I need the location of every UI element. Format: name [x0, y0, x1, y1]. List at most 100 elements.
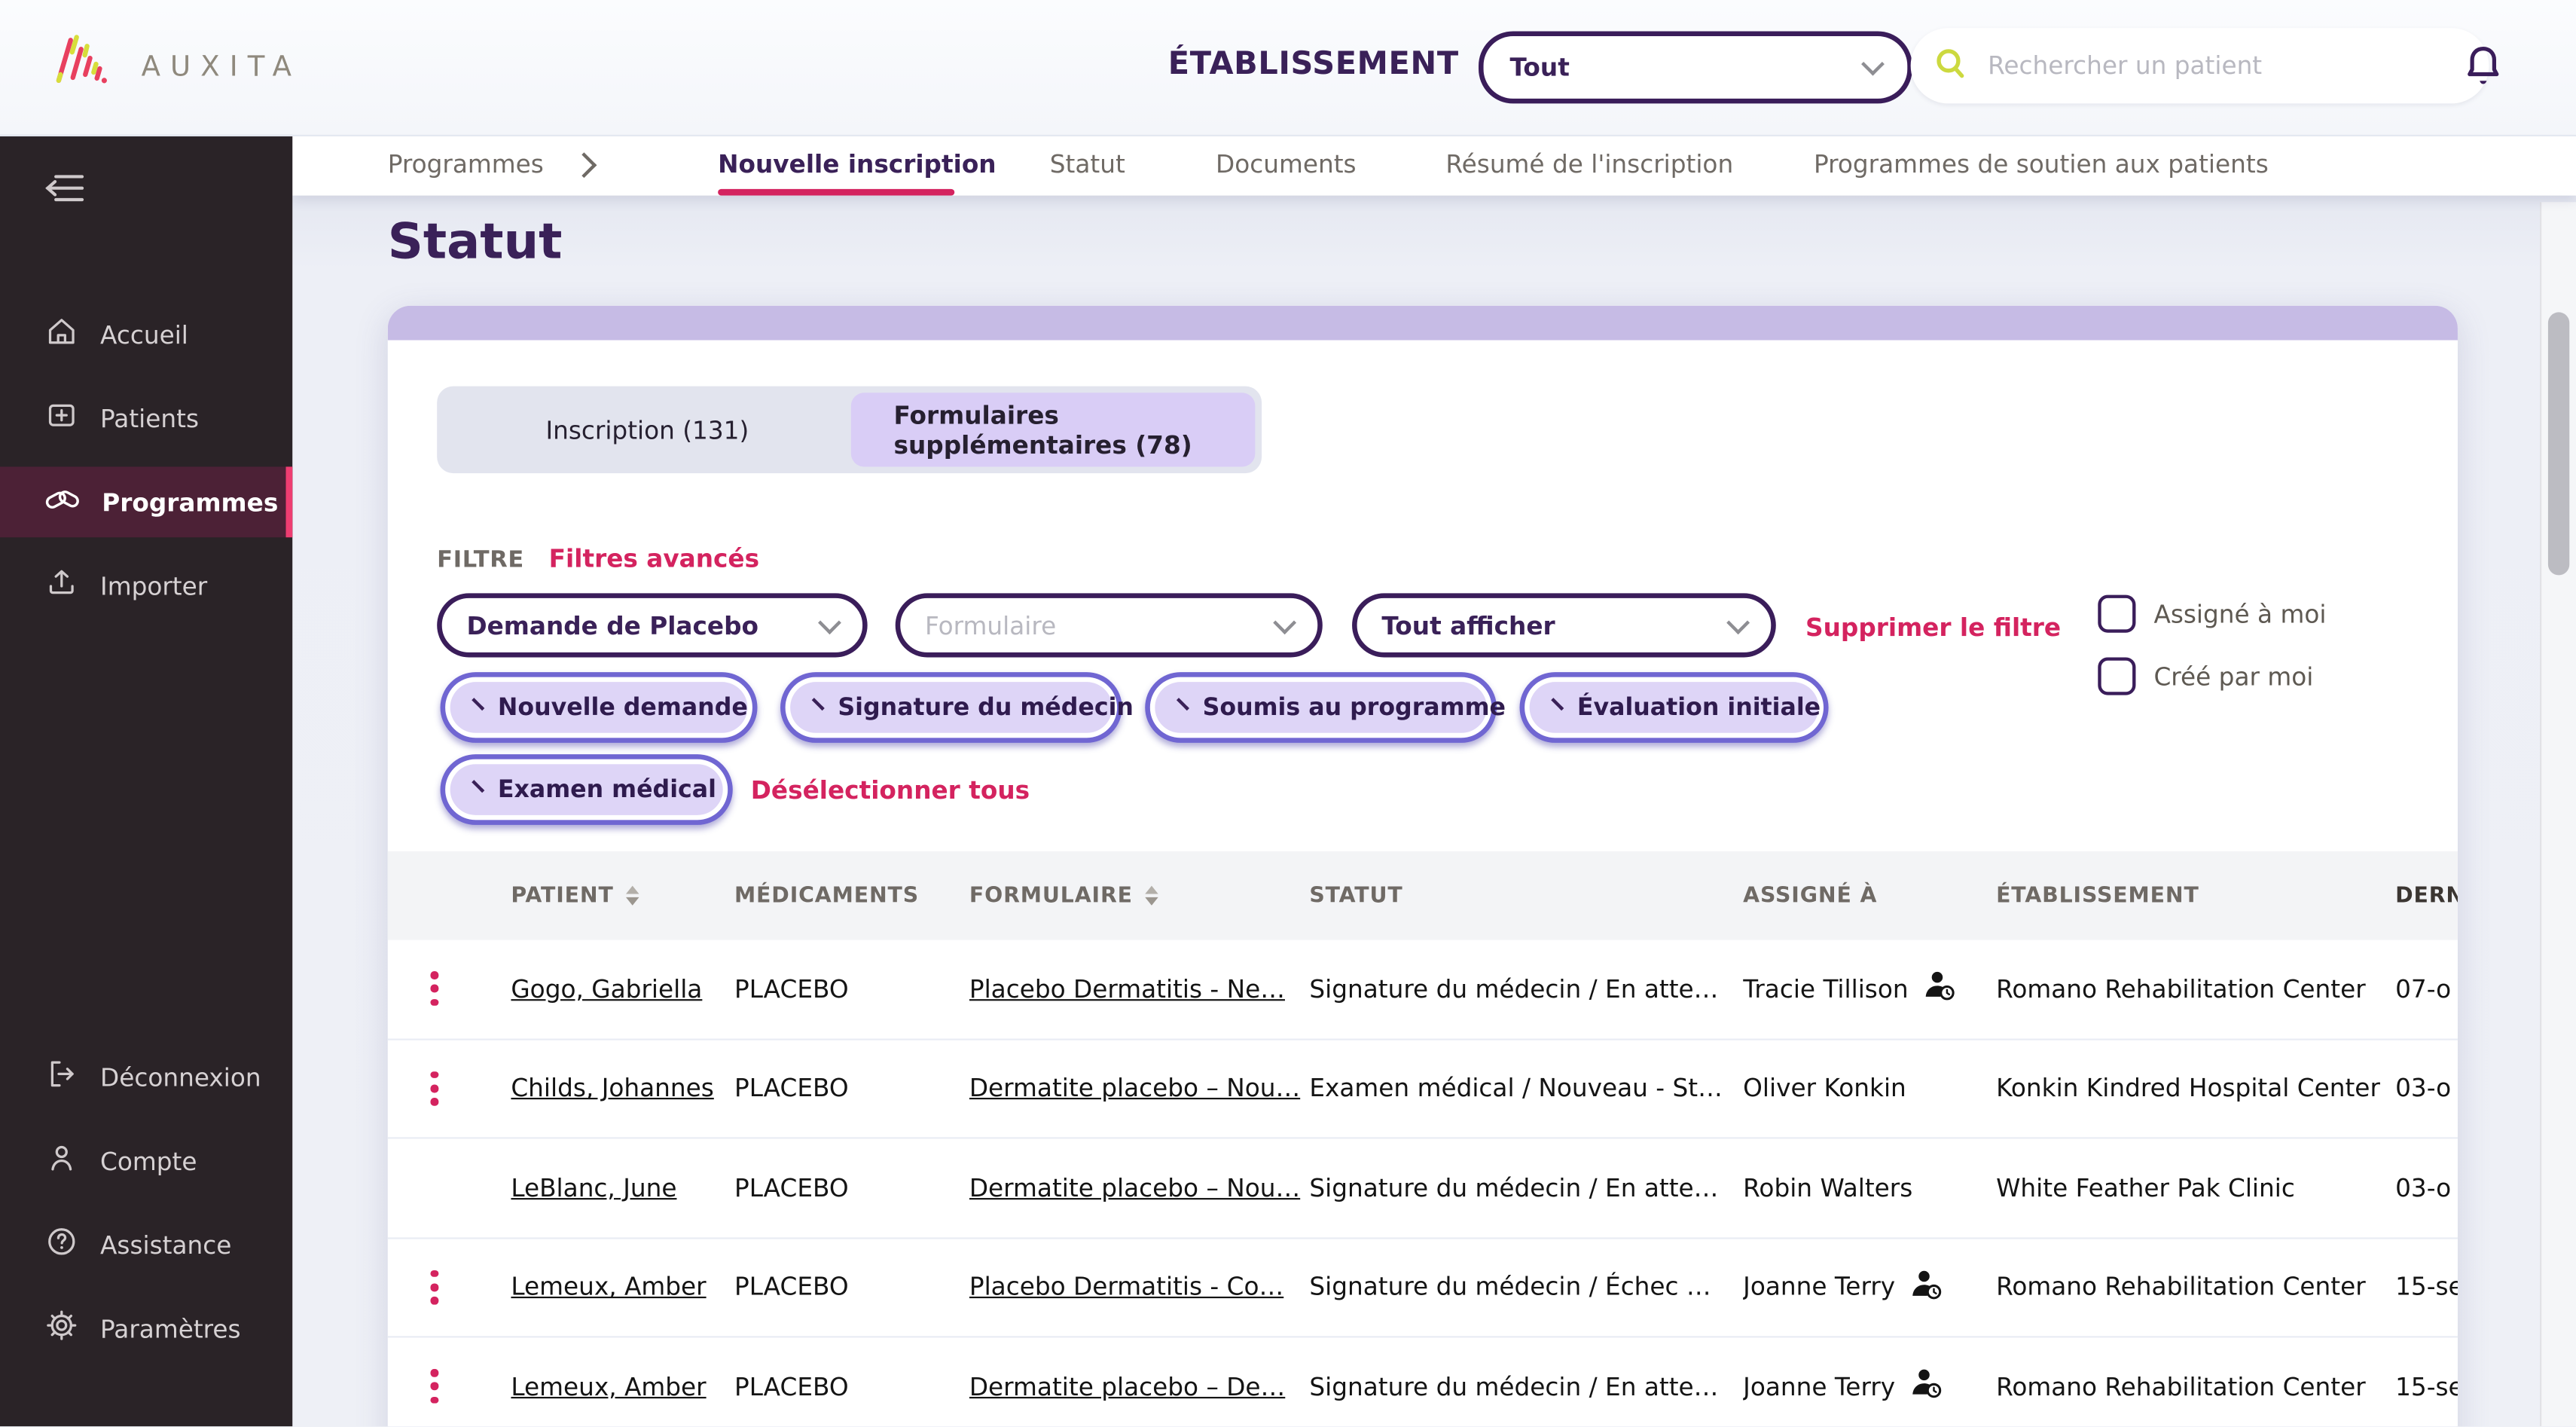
sidebar-item-compte[interactable]: Compte [0, 1126, 292, 1196]
brand: AUXITA [53, 0, 301, 135]
sidebar-item-label: Assistance [100, 1230, 232, 1260]
collapse-sidebar-icon[interactable] [43, 171, 87, 212]
search-input[interactable] [1984, 49, 2466, 83]
sidebar-item-label: Accueil [100, 319, 188, 350]
sidebar-nav: Accueil Patients Program [0, 299, 293, 634]
assigned-person-icon [1921, 968, 1956, 1010]
table-row: Lemeux, Amber PLACEBO Dermatite placebo … [388, 1337, 2458, 1426]
facility-select-value: Tout [1509, 52, 1570, 83]
sort-icon[interactable] [1144, 885, 1158, 906]
facility-cell: Romano Rehabilitation Center [1996, 1272, 2366, 1302]
chip-label: Signature du médecin [838, 694, 1134, 721]
patient-link[interactable]: Childs, Johannes [511, 1073, 714, 1104]
chip-examen-medical[interactable]: Examen médical [440, 754, 733, 825]
assigned-cell: Oliver Konkin [1743, 1073, 1906, 1104]
breadcrumb[interactable]: Programmes [387, 149, 544, 179]
dropdown-program[interactable]: Demande de Placebo [437, 593, 868, 658]
patient-link[interactable]: Lemeux, Amber [511, 1371, 707, 1401]
sidebar-footer: Déconnexion Compte Assis [0, 1042, 292, 1377]
chip-nouvelle-demande[interactable]: Nouvelle demande [440, 672, 758, 743]
patient-link[interactable]: LeBlanc, June [511, 1172, 677, 1203]
status-cell: Signature du médecin / Échec … [1309, 1272, 1711, 1302]
sidebar-item-importer[interactable]: Importer [0, 551, 292, 622]
checkbox-created-by-me[interactable]: Créé par moi [2098, 657, 2313, 695]
row-menu-icon[interactable] [430, 1369, 438, 1404]
assigned-cell: Joanne Terry [1743, 1267, 1996, 1308]
form-link[interactable]: Dermatite placebo – De… [969, 1371, 1286, 1401]
segment-formulaires[interactable]: Formulaires supplémentaires (78) [850, 393, 1256, 467]
patient-link[interactable]: Gogo, Gabriella [511, 973, 703, 1004]
medication-cell: PLACEBO [734, 1172, 849, 1203]
sidebar-item-label: Patients [100, 403, 200, 433]
form-link[interactable]: Dermatite placebo – Nou… [969, 1172, 1301, 1203]
status-card: Inscription (131) Formulaires supplément… [387, 305, 2458, 1427]
filter-label-row: FILTRE Filtres avancés [437, 544, 759, 573]
remove-filter-link[interactable]: Supprimer le filtre [1805, 613, 2062, 643]
scrollbar-thumb[interactable] [2547, 312, 2570, 576]
form-link[interactable]: Dermatite placebo – Nou… [969, 1073, 1301, 1104]
patient-link[interactable]: Lemeux, Amber [511, 1272, 707, 1302]
upload-icon [44, 565, 79, 607]
sidebar-item-label: Paramètres [100, 1313, 241, 1344]
assigned-cell: Tracie Tillison [1743, 968, 1996, 1010]
tab-resume-inscription[interactable]: Résumé de l'inscription [1445, 149, 1734, 179]
checkbox-icon [2098, 594, 2136, 633]
medication-cell: PLACEBO [734, 973, 849, 1004]
programs-icon [44, 481, 81, 524]
col-etablissement: ÉTABLISSEMENT [1996, 883, 2199, 909]
dropdown-formulaire-placeholder: Formulaire [924, 610, 1057, 640]
tab-programmes-soutien[interactable]: Programmes de soutien aux patients [1813, 149, 2269, 179]
row-menu-icon[interactable] [430, 1270, 438, 1305]
tab-statut[interactable]: Statut [1049, 149, 1125, 179]
checkbox-assigned-to-me[interactable]: Assigné à moi [2098, 594, 2326, 633]
chip-evaluation-initiale[interactable]: Évaluation initiale [1519, 672, 1829, 743]
form-link[interactable]: Placebo Dermatitis - Co… [969, 1272, 1284, 1302]
context-label: ÉTABLISSEMENT [1167, 46, 1459, 83]
chevron-down-icon [1861, 52, 1885, 76]
dropdown-afficher[interactable]: Tout afficher [1352, 593, 1776, 658]
sidebar-item-label: Déconnexion [100, 1062, 261, 1092]
check-icon [1176, 698, 1189, 711]
dropdown-program-value: Demande de Placebo [466, 610, 758, 640]
status-cell: Signature du médecin / En atte… [1309, 1172, 1719, 1203]
form-link[interactable]: Placebo Dermatitis - Ne… [969, 973, 1285, 1004]
active-tab-underline [718, 188, 955, 196]
content: Statut Inscription (131) Formulaires sup… [292, 195, 2576, 1427]
deselect-all-link[interactable]: Désélectionner tous [750, 775, 1030, 805]
patient-search[interactable] [1910, 28, 2489, 104]
sidebar-item-assistance[interactable]: Assistance [0, 1209, 292, 1280]
sidebar-item-programmes[interactable]: Programmes [0, 466, 293, 538]
row-menu-icon[interactable] [430, 971, 438, 1007]
help-icon [44, 1224, 79, 1266]
bell-icon[interactable] [2465, 43, 2502, 96]
segmented-control: Inscription (131) Formulaires supplément… [437, 386, 1262, 474]
sidebar-item-label: Compte [100, 1146, 197, 1176]
row-menu-icon[interactable] [430, 1071, 438, 1106]
sidebar-item-patients[interactable]: Patients [0, 383, 292, 454]
tab-nouvelle-inscription[interactable]: Nouvelle inscription [718, 149, 997, 179]
chip-soumis-programme[interactable]: Soumis au programme [1145, 672, 1506, 743]
check-icon [472, 698, 485, 711]
sidebar-item-parametres[interactable]: Paramètres [0, 1294, 292, 1364]
col-assigne-a: ASSIGNÉ À [1743, 883, 1878, 909]
checkbox-icon [2098, 657, 2136, 695]
scrollbar-track[interactable] [2540, 202, 2576, 1427]
segment-inscription[interactable]: Inscription (131) [545, 414, 749, 445]
table-row: Gogo, Gabriella PLACEBO Placebo Dermatit… [387, 940, 2458, 1040]
tab-documents[interactable]: Documents [1216, 149, 1357, 179]
col-patient[interactable]: PATIENT [511, 883, 734, 908]
sidebar-item-deconnexion[interactable]: Déconnexion [0, 1042, 292, 1113]
facility-select[interactable]: Tout [1479, 31, 1912, 104]
sort-icon[interactable] [624, 885, 639, 906]
dropdown-formulaire[interactable]: Formulaire [895, 593, 1323, 658]
home-icon [44, 314, 79, 356]
status-cell: Signature du médecin / En atte… [1309, 973, 1719, 1004]
sidebar-item-accueil[interactable]: Accueil [0, 299, 292, 370]
advanced-filters-link[interactable]: Filtres avancés [548, 543, 760, 574]
page-title: Statut [387, 213, 563, 271]
check-icon [811, 698, 825, 711]
col-formulaire[interactable]: FORMULAIRE [969, 883, 1309, 908]
chip-signature-medecin[interactable]: Signature du médecin [780, 672, 1134, 743]
filter-label: FILTRE [437, 547, 524, 574]
